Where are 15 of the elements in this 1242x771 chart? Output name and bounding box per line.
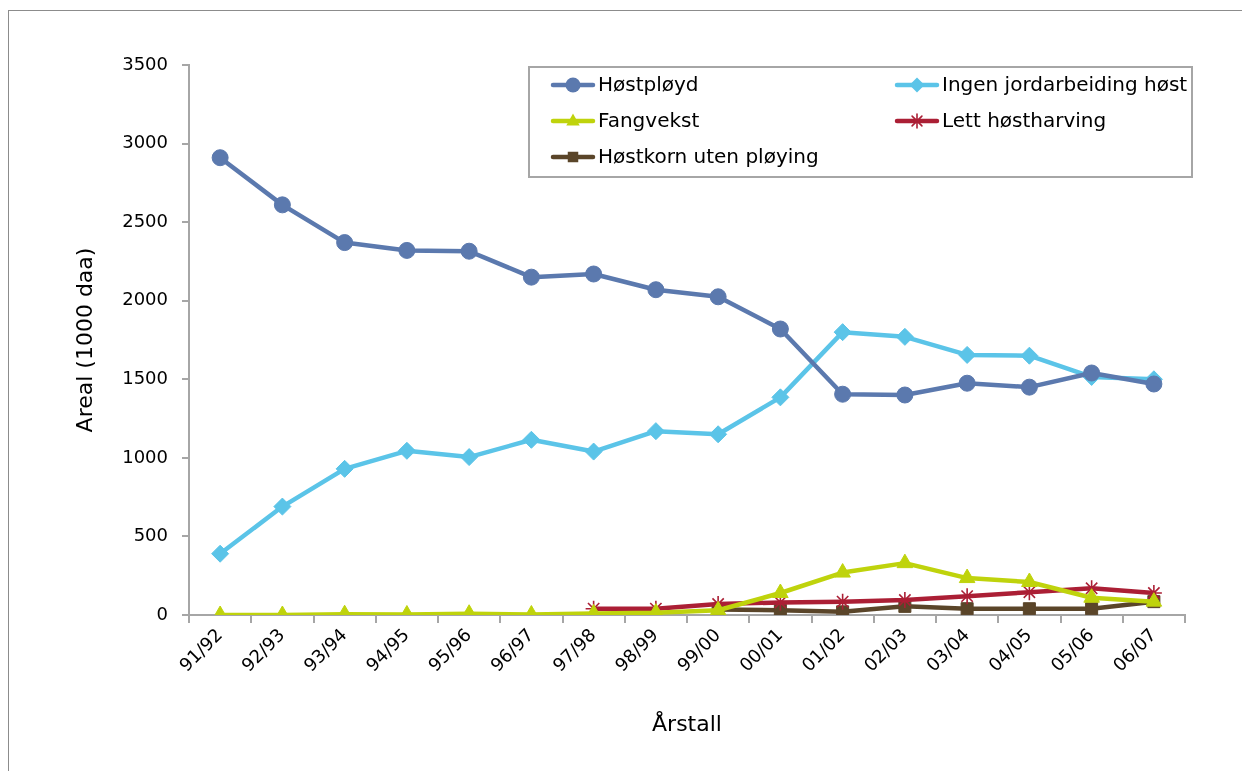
legend-label: Lett høstharving <box>942 108 1107 133</box>
legend-label: Høstpløyd <box>598 72 699 97</box>
y-tick-label: 2000 <box>122 288 168 310</box>
y-tick-label: 3000 <box>122 131 168 153</box>
y-tick-label: 1000 <box>122 445 168 467</box>
y-tick-label: 0 <box>156 602 168 624</box>
legend-label: Høstkorn uten pløying <box>598 144 819 169</box>
legend-label: Fangvekst <box>598 108 700 133</box>
y-tick-label: 500 <box>133 524 168 546</box>
y-axis-title: Areal (1000 daa) <box>71 247 97 433</box>
y-tick-label: 3500 <box>122 52 168 74</box>
x-axis-title: Årstall <box>652 709 722 736</box>
y-tick-label: 2500 <box>122 209 168 231</box>
y-tick-label: 1500 <box>122 366 168 388</box>
legend-label: Ingen jordarbeiding høst <box>942 72 1188 97</box>
